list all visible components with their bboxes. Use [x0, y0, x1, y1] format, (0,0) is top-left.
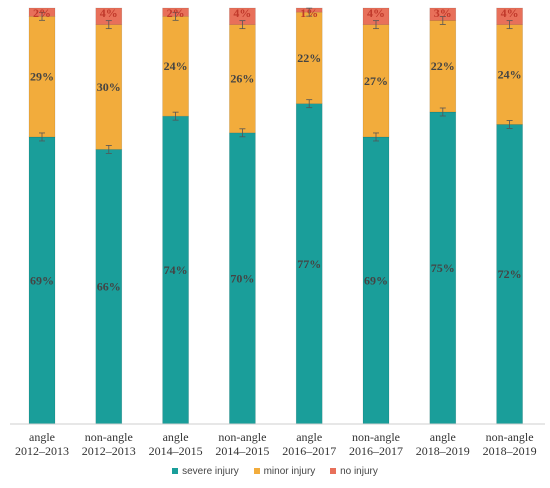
category-label-3-0: non-angle — [218, 430, 266, 444]
value-label-1-4: 22% — [297, 51, 321, 65]
category-label-0-1: 2012–2013 — [15, 444, 69, 458]
legend-label-none: no injury — [340, 466, 378, 477]
bar-segment-1-0 — [28, 16, 56, 138]
legend: severe injury minor injury no injury — [0, 466, 550, 477]
value-label-0-6: 75% — [431, 261, 455, 275]
value-label-0-7: 72% — [498, 267, 522, 281]
value-label-0-1: 66% — [97, 280, 121, 294]
value-label-2-4: 1% — [300, 6, 318, 20]
category-label-0-0: angle — [29, 430, 55, 444]
value-label-2-2: 2% — [167, 6, 185, 20]
value-label-0-0: 69% — [30, 273, 54, 287]
bar-segment-0-5 — [362, 136, 390, 425]
bar-segment-1-7 — [496, 24, 523, 125]
value-labels-layer: 69% 29% 2% 66% 30% 4% 74% 24% 2% 70% 26% 4% 77% 22% 1%… — [30, 6, 522, 294]
category-label-3-1: 2014–2015 — [215, 444, 269, 458]
legend-swatch-none — [330, 468, 337, 475]
legend-item-none: no injury — [330, 466, 378, 477]
category-label-2-0: angle — [163, 430, 189, 444]
legend-swatch-minor — [253, 468, 260, 475]
value-label-2-7: 4% — [501, 6, 519, 20]
bar-segment-0-1 — [95, 149, 123, 425]
value-label-2-3: 4% — [233, 6, 251, 20]
value-label-2-0: 2% — [33, 6, 51, 20]
legend-label-severe: severe injury — [182, 466, 239, 477]
value-label-1-5: 27% — [364, 74, 388, 88]
value-label-1-0: 29% — [30, 70, 54, 84]
value-label-0-5: 69% — [364, 273, 388, 287]
value-label-2-5: 4% — [367, 6, 385, 20]
value-label-0-4: 77% — [297, 257, 321, 271]
value-label-1-3: 26% — [230, 72, 254, 86]
category-label-4-0: angle — [296, 430, 322, 444]
legend-item-minor: minor injury — [253, 466, 316, 477]
bars-layer — [28, 7, 523, 425]
bar-segment-1-1 — [95, 24, 123, 150]
value-label-1-1: 30% — [97, 80, 121, 94]
bar-segment-0-7 — [496, 124, 523, 425]
category-label-5-0: non-angle — [352, 430, 400, 444]
legend-item-severe: severe injury — [172, 466, 239, 477]
legend-label-minor: minor injury — [263, 466, 316, 477]
category-label-6-1: 2018–2019 — [416, 444, 470, 458]
category-label-2-1: 2014–2015 — [149, 444, 203, 458]
category-labels-layer: angle2012–2013non-angle2012–2013angle201… — [15, 430, 537, 458]
category-label-7-1: 2018–2019 — [483, 444, 537, 458]
bar-segment-0-0 — [28, 136, 56, 425]
error-bars-layer — [39, 7, 513, 154]
category-label-1-1: 2012–2013 — [82, 444, 136, 458]
value-label-0-3: 70% — [230, 271, 254, 285]
value-label-2-1: 4% — [100, 6, 118, 20]
category-label-5-1: 2016–2017 — [349, 444, 403, 458]
value-label-1-6: 22% — [431, 59, 455, 73]
category-label-6-0: angle — [430, 430, 456, 444]
value-label-0-2: 74% — [164, 263, 188, 277]
category-label-7-0: non-angle — [486, 430, 534, 444]
bar-segment-1-4 — [295, 11, 323, 104]
value-label-1-7: 24% — [498, 68, 522, 82]
category-label-1-0: non-angle — [85, 430, 133, 444]
category-label-4-1: 2016–2017 — [282, 444, 336, 458]
legend-swatch-severe — [172, 468, 179, 475]
value-label-1-2: 24% — [164, 59, 188, 73]
bar-segment-0-4 — [295, 103, 323, 425]
bar-segment-1-5 — [362, 24, 390, 138]
value-label-2-6: 3% — [434, 6, 452, 20]
